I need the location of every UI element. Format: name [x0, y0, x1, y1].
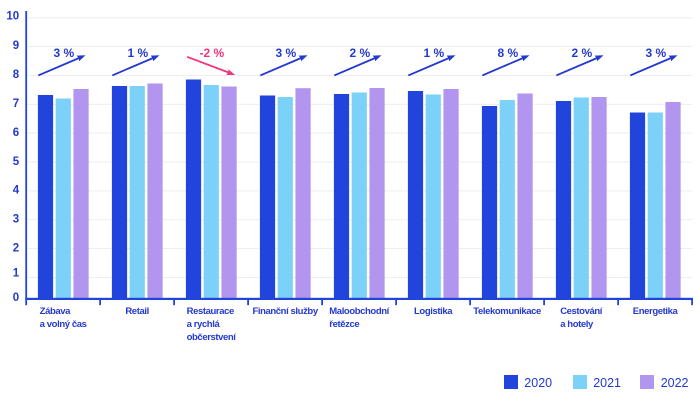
svg-text:3 %: 3 % — [54, 46, 75, 60]
svg-text:8: 8 — [13, 69, 20, 81]
svg-text:4: 4 — [13, 185, 20, 197]
svg-text:3: 3 — [13, 214, 19, 226]
svg-text:9: 9 — [13, 40, 19, 52]
svg-text:10: 10 — [6, 11, 19, 23]
svg-text:5: 5 — [13, 156, 20, 168]
svg-text:3 %: 3 % — [646, 46, 667, 60]
svg-text:1: 1 — [13, 268, 20, 280]
svg-text:0: 0 — [13, 292, 19, 304]
svg-text:8 %: 8 % — [498, 46, 519, 60]
svg-text:3 %: 3 % — [276, 46, 297, 60]
svg-text:2 %: 2 % — [572, 46, 593, 60]
svg-text:2 %: 2 % — [350, 46, 371, 60]
svg-text:1 %: 1 % — [128, 46, 149, 60]
svg-text:2: 2 — [13, 243, 19, 255]
svg-text:6: 6 — [13, 127, 19, 139]
svg-text:7: 7 — [13, 98, 19, 110]
svg-text:-2 %: -2 % — [200, 46, 225, 60]
svg-text:1 %: 1 % — [424, 46, 445, 60]
